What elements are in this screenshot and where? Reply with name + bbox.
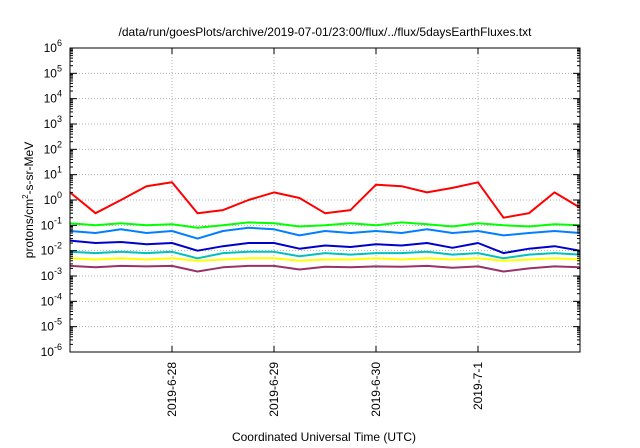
y-axis-label: protons/cm2-s-sr-MeV: [21, 142, 36, 258]
x-tick-label: 2019-6-28: [165, 362, 179, 417]
y-tick-label-base: 10: [41, 244, 55, 258]
y-tick-label-base: 10: [41, 345, 55, 359]
series-line-1: [69, 181, 581, 219]
y-tick-label-base: 10: [44, 41, 58, 55]
y-tick-label: 105: [44, 63, 62, 80]
y-tick-label: 101: [44, 165, 62, 182]
series-line-6: [69, 257, 581, 262]
axes: 2019-6-28 2019-6-29 2019-6-30 2019-7-110-61…: [41, 38, 581, 417]
y-tick-label-exponent: 4: [57, 89, 62, 99]
y-tick-label: 103: [44, 114, 62, 131]
y-tick-label: 10-4: [41, 291, 62, 308]
x-axis-label: Coordinated Universal Time (UTC): [232, 430, 416, 444]
y-tick-label-exponent: 6: [57, 38, 62, 48]
y-tick-label-base: 10: [44, 92, 58, 106]
series-line-4: [69, 239, 581, 255]
y-tick-label-exponent: -1: [54, 215, 62, 225]
y-tick-label-base: 10: [41, 320, 55, 334]
y-tick-label-exponent: -5: [54, 317, 62, 327]
y-tick-label: 10-6: [41, 342, 62, 359]
y-tick-label: 100: [44, 190, 62, 207]
y-tick-label-base: 10: [41, 294, 55, 308]
chart-title: /data/run/goesPlots/archive/2019-07-01/2…: [119, 25, 533, 39]
y-tick-label-exponent: 3: [57, 114, 62, 124]
y-tick-label-base: 10: [44, 168, 58, 182]
x-tick-label: 2019-6-29: [267, 362, 281, 417]
plot-frame: [69, 47, 581, 353]
y-tick-label-base: 10: [41, 218, 55, 232]
x-tick-label: 2019-6-30: [369, 362, 383, 417]
y-tick-label: 10-1: [41, 215, 62, 232]
y-axis-label-pre: protons/cm: [22, 199, 36, 258]
y-tick-label-exponent: 5: [57, 63, 62, 73]
y-tick-label-exponent: -6: [54, 342, 62, 352]
series-line-5: [69, 250, 581, 260]
y-tick-label-exponent: 1: [57, 165, 62, 175]
y-tick-label-base: 10: [44, 193, 58, 207]
y-tick-label: 10-3: [41, 266, 62, 283]
y-tick-label: 106: [44, 38, 62, 55]
y-tick-label-exponent: 0: [57, 190, 62, 200]
x-tick-label: 2019-7-1: [471, 362, 485, 410]
y-tick-label: 10-2: [41, 241, 62, 258]
y-tick-label-base: 10: [44, 142, 58, 156]
y-tick-label-exponent: 2: [57, 139, 62, 149]
y-axis-label-post: -s-sr-MeV: [22, 142, 36, 195]
y-tick-label-base: 10: [44, 66, 58, 80]
series-line-2: [69, 221, 581, 229]
y-tick-label-exponent: -3: [54, 266, 62, 276]
y-tick-label-exponent: -2: [54, 241, 62, 251]
y-tick-label: 10-5: [41, 317, 62, 334]
y-tick-label-base: 10: [41, 269, 55, 283]
y-tick-label: 102: [44, 139, 62, 156]
y-tick-label-base: 10: [44, 117, 58, 131]
y-tick-label: 104: [44, 89, 62, 106]
series-lines: [69, 181, 581, 273]
y-axis-label-sup: 2: [21, 194, 30, 199]
series-line-3: [69, 226, 581, 240]
y-tick-label-exponent: -4: [54, 291, 62, 301]
series-line-7: [69, 264, 581, 273]
